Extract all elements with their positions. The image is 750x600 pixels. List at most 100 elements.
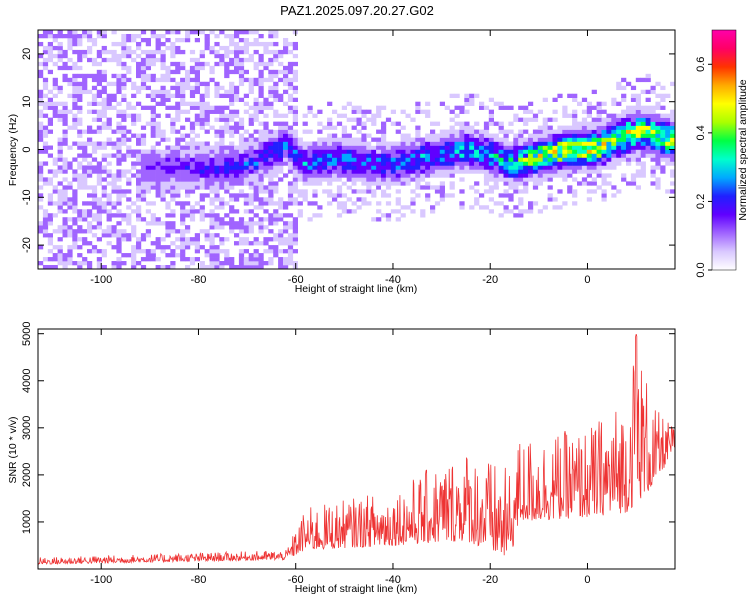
heatmap-cell xyxy=(243,141,249,146)
heatmap-cell xyxy=(420,209,426,214)
heatmap-cell xyxy=(474,137,480,142)
heatmap-cell xyxy=(395,153,401,158)
heatmap-cell xyxy=(199,177,205,182)
heatmap-cell xyxy=(415,185,421,190)
heatmap-cell xyxy=(214,145,220,150)
heatmap-cell xyxy=(253,265,259,270)
heatmap-cell xyxy=(62,137,68,142)
heatmap-cell xyxy=(42,225,49,230)
heatmap-cell xyxy=(101,201,107,206)
heatmap-cell xyxy=(385,177,392,182)
heatmap-cell xyxy=(366,181,372,186)
heatmap-cell xyxy=(351,153,357,158)
heatmap-cell xyxy=(459,129,465,134)
heatmap-cell xyxy=(655,177,661,182)
heatmap-cell xyxy=(165,69,171,75)
heatmap-cell xyxy=(332,157,338,162)
heatmap-cell xyxy=(283,73,289,79)
heatmap-cell xyxy=(312,157,318,162)
heatmap-cell xyxy=(185,201,191,206)
heatmap-cell xyxy=(479,157,485,162)
heatmap-cell xyxy=(72,241,78,246)
heatmap-cell xyxy=(287,97,294,102)
heatmap-cell xyxy=(425,157,431,162)
heatmap-cell xyxy=(175,193,181,198)
heatmap-cell xyxy=(356,177,362,182)
heatmap-cell xyxy=(229,145,235,150)
heatmap-cell xyxy=(126,217,132,222)
heatmap-cell xyxy=(145,93,151,99)
heatmap-cell xyxy=(371,161,377,166)
heatmap-cell xyxy=(145,177,151,182)
heatmap-cell xyxy=(263,113,269,118)
heatmap-cell xyxy=(52,213,58,218)
heatmap-cell xyxy=(292,109,298,114)
heatmap-cell xyxy=(552,145,558,150)
heatmap-cell xyxy=(199,181,205,186)
heatmap-cell xyxy=(258,225,264,230)
heatmap-cell xyxy=(518,197,524,202)
heatmap-cell xyxy=(341,169,347,174)
heatmap-cell xyxy=(106,197,112,202)
heatmap-cell xyxy=(640,161,646,166)
heatmap-cell xyxy=(116,121,122,126)
heatmap-cell xyxy=(106,49,112,55)
heatmap-cell xyxy=(189,141,196,146)
heatmap-cell xyxy=(116,193,122,198)
heatmap-cell xyxy=(140,77,147,83)
heatmap-cell xyxy=(660,85,666,91)
heatmap-cell xyxy=(537,177,543,182)
heatmap-cell xyxy=(449,117,455,122)
heatmap-cell xyxy=(57,253,63,258)
heatmap-cell xyxy=(258,33,264,39)
heatmap-cell xyxy=(229,181,235,186)
heatmap-cell xyxy=(42,181,49,186)
heatmap-cell xyxy=(91,193,98,198)
heatmap-cell xyxy=(219,61,225,67)
heatmap-cell xyxy=(557,133,563,138)
heatmap-cell xyxy=(439,181,445,186)
heatmap-cell xyxy=(258,53,264,59)
heatmap-cell xyxy=(150,165,156,170)
heatmap-cell xyxy=(336,193,343,198)
heatmap-cell xyxy=(361,157,367,162)
heatmap-cell xyxy=(189,105,196,110)
heatmap-cell xyxy=(292,177,298,182)
heatmap-cell xyxy=(189,57,196,63)
heatmap-cell xyxy=(189,261,196,266)
heatmap-cell xyxy=(224,113,230,118)
heatmap-cell xyxy=(219,85,225,91)
heatmap-cell xyxy=(185,229,191,234)
heatmap-cell xyxy=(126,145,132,150)
heatmap-cell xyxy=(371,157,377,162)
heatmap-cell xyxy=(273,213,279,218)
heatmap-cell xyxy=(581,157,588,162)
heatmap-cell xyxy=(601,197,607,202)
heatmap-cell xyxy=(238,145,245,150)
heatmap-cell xyxy=(253,117,259,122)
heatmap-cell xyxy=(175,157,181,162)
heatmap-cell xyxy=(464,169,470,174)
heatmap-cell xyxy=(327,201,333,206)
heatmap-cell xyxy=(170,177,176,182)
heatmap-cell xyxy=(493,161,499,166)
heatmap-cell xyxy=(273,109,279,114)
heatmap-cell xyxy=(488,169,494,174)
heatmap-cell xyxy=(640,89,646,95)
heatmap-cell xyxy=(145,181,151,186)
heatmap-cell xyxy=(356,165,362,170)
heatmap-cell xyxy=(238,173,245,178)
heatmap-cell xyxy=(77,121,83,126)
heatmap-cell xyxy=(307,153,313,158)
heatmap-cell xyxy=(611,97,617,102)
heatmap-cell xyxy=(77,49,83,55)
heatmap-cell xyxy=(121,213,127,218)
heatmap-cell xyxy=(77,261,83,266)
heatmap-cell xyxy=(155,133,161,138)
heatmap-cell xyxy=(106,105,112,110)
heatmap-cell xyxy=(165,153,171,158)
heatmap-cell xyxy=(488,117,494,122)
heatmap-cell xyxy=(459,169,465,174)
heatmap-cell xyxy=(503,189,509,194)
heatmap-cell xyxy=(287,221,294,226)
